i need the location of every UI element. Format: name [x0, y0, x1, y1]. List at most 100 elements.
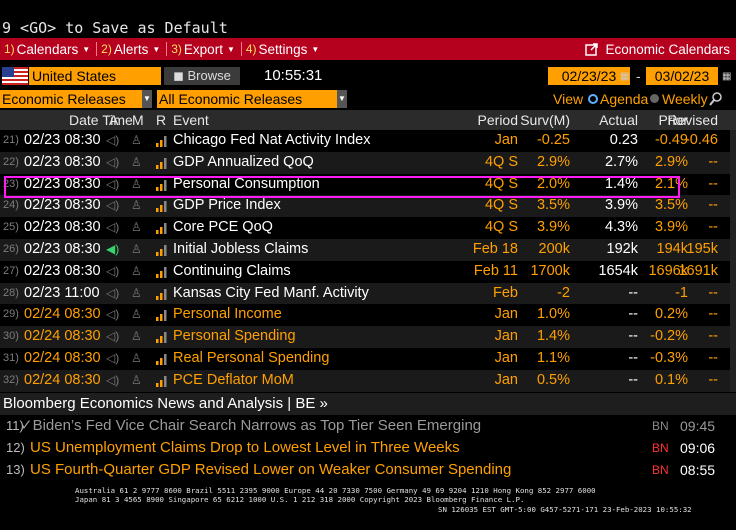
bell-icon[interactable]: ♙: [131, 241, 142, 256]
row-index: 29): [3, 308, 19, 321]
calendar-icon[interactable]: ▦: [722, 71, 732, 82]
country-field[interactable]: United States: [29, 67, 161, 85]
speaker-icon[interactable]: ◁): [106, 133, 120, 147]
bell-icon[interactable]: ♙: [131, 133, 142, 147]
agenda-radio[interactable]: [588, 94, 598, 104]
row-datetime: 02/23 08:30: [24, 197, 101, 214]
speaker-icon[interactable]: ◁): [106, 176, 120, 191]
col-r[interactable]: R: [156, 112, 167, 128]
speaker-on-icon[interactable]: ◀): [106, 241, 120, 256]
table-row[interactable]: 30) 02/24 08:30 ◁) ♙ Personal Spending Jan 1.4…: [0, 326, 736, 348]
start-date-field[interactable]: 02/23/23: [548, 67, 630, 85]
row-prior: 2.9%: [654, 153, 688, 170]
speaker-icon[interactable]: ◁): [106, 307, 120, 322]
table-row[interactable]: 31) 02/24 08:30 ◁) ♙ Real Personal Spending J…: [0, 348, 736, 370]
col-datetime[interactable]: Date Time: [69, 112, 133, 128]
col-m[interactable]: M: [132, 112, 144, 128]
news-title[interactable]: US Unemployment Claims Drop to Lowest Le…: [30, 439, 460, 456]
speaker-icon[interactable]: ◁): [106, 329, 120, 344]
row-index: 21): [3, 134, 19, 146]
row-surv: 200k: [538, 240, 570, 257]
economic-calendars-link[interactable]: Economic Calendars: [585, 42, 736, 57]
table-row[interactable]: 27) 02/23 08:30 ◁) ♙ Continuing Claims Feb 11…: [0, 261, 736, 283]
events-table: 21) 02/23 08:30 ◁) ♙ Chicago Fed Nat Activit…: [0, 130, 736, 392]
footer-session: SN 126035 EST GMT-5:00 G457-5271-171 23-…: [438, 505, 692, 514]
relevance-bars-icon: [156, 353, 167, 365]
bell-icon[interactable]: ♙: [131, 176, 142, 191]
row-datetime: 02/24 08:30: [24, 349, 101, 366]
command-line[interactable]: 9 <GO> to Save as Default: [2, 19, 228, 37]
table-header: Date Time A M R Event Period Surv(M) Act…: [0, 110, 736, 130]
us-flag-icon: [2, 67, 28, 85]
col-a[interactable]: A: [109, 112, 119, 128]
table-row[interactable]: 23) 02/23 08:30 ◁) ♙ Personal Consumption 4Q …: [0, 174, 736, 196]
row-datetime: 02/23 11:00: [24, 284, 100, 301]
speaker-icon[interactable]: ◁): [106, 285, 120, 300]
bell-icon[interactable]: ♙: [131, 307, 142, 322]
bell-icon[interactable]: ♙: [131, 198, 142, 213]
table-row[interactable]: 28) 02/23 11:00 ◁) ♙ Kansas City Fed Manf. A…: [0, 282, 736, 305]
col-actual[interactable]: Actual: [599, 112, 638, 128]
relevance-bars-icon: [156, 332, 167, 344]
col-period[interactable]: Period: [477, 112, 518, 128]
speaker-icon[interactable]: ◁): [106, 154, 120, 169]
speaker-icon[interactable]: ◁): [106, 372, 120, 387]
weekly-radio[interactable]: [650, 94, 659, 103]
col-surv[interactable]: Surv(M): [520, 112, 570, 128]
menu-bar: 1) Calendars ▼ 2) Alerts ▼ 3) Export ▼ 4) Setti…: [0, 38, 736, 60]
menu-settings[interactable]: 4) Settings ▼: [245, 41, 320, 57]
row-revised: 1691k: [678, 262, 718, 279]
row-revised: -0.46: [684, 132, 718, 148]
speaker-icon[interactable]: ◁): [106, 198, 120, 213]
table-row[interactable]: 24) 02/23 08:30 ◁) ♙ GDP Price Index 4Q S 3.5%…: [0, 195, 736, 218]
menu-calendars[interactable]: 1) Calendars ▼: [4, 41, 91, 57]
speaker-icon[interactable]: ◁): [106, 220, 120, 235]
row-actual: 192k: [606, 240, 638, 257]
news-item[interactable]: 13) US Fourth-Quarter GDP Revised Lower o…: [0, 459, 736, 481]
bell-icon[interactable]: ♙: [131, 220, 142, 235]
table-row[interactable]: 21) 02/23 08:30 ◁) ♙ Chicago Fed Nat Activit…: [0, 130, 736, 152]
speaker-icon[interactable]: ◁): [106, 263, 120, 278]
bell-icon[interactable]: ♙: [131, 350, 142, 365]
relevance-bars-icon: [156, 136, 167, 147]
speaker-icon[interactable]: ◁): [106, 350, 120, 365]
row-surv: 1.4%: [536, 328, 570, 345]
table-row[interactable]: 29) 02/24 08:30 ◁) ♙ Personal Income Jan 1.0% -…: [0, 304, 736, 326]
row-prior: -0.49: [654, 132, 688, 148]
row-event: Personal Spending: [173, 328, 296, 345]
news-title[interactable]: ✓Biden’s Fed Vice Chair Search Narrows a…: [20, 417, 482, 434]
col-revised[interactable]: Revised: [667, 112, 718, 128]
col-event[interactable]: Event: [173, 112, 209, 128]
news-item[interactable]: 12) US Unemployment Claims Drop to Lowest…: [0, 437, 736, 459]
news-item[interactable]: 11) ✓Biden’s Fed Vice Chair Search Narrow…: [0, 415, 736, 437]
bell-icon[interactable]: ♙: [131, 285, 142, 300]
news-title[interactable]: US Fourth-Quarter GDP Revised Lower on W…: [30, 461, 512, 478]
news-index: 12): [6, 440, 25, 455]
news-header[interactable]: Bloomberg Economics News and Analysis | …: [0, 393, 736, 415]
row-datetime: 02/23 08:30: [24, 240, 101, 257]
bell-icon[interactable]: ♙: [131, 154, 142, 169]
menu-alerts[interactable]: 2) Alerts ▼: [101, 41, 161, 57]
row-actual: --: [628, 306, 638, 323]
category-dropdown[interactable]: Economic Releases ▼: [0, 90, 152, 108]
calendar-icon[interactable]: ▦: [620, 71, 630, 82]
end-date-field[interactable]: 03/02/23: [646, 67, 718, 85]
bell-icon[interactable]: ♙: [131, 372, 142, 387]
browse-button[interactable]: ◼ Browse: [164, 67, 240, 85]
person-search-icon[interactable]: [708, 91, 724, 107]
row-revised: --: [708, 175, 718, 192]
col-prior[interactable]: Prior: [658, 112, 688, 128]
table-row[interactable]: 25) 02/23 08:30 ◁) ♙ Core PCE QoQ 4Q S 3.9% 4.3…: [0, 217, 736, 239]
bell-icon[interactable]: ♙: [131, 263, 142, 278]
bell-icon[interactable]: ♙: [131, 329, 142, 344]
agenda-label[interactable]: Agenda: [600, 91, 649, 107]
table-row[interactable]: 32) 02/24 08:30 ◁) ♙ PCE Deflator MoM Jan 0.5%…: [0, 369, 736, 392]
scrollbar[interactable]: [730, 130, 736, 392]
row-event: PCE Deflator MoM: [173, 371, 294, 388]
category-row: Economic Releases ▼ All Economic Releases…: [0, 88, 736, 110]
menu-export[interactable]: 3) Export ▼: [171, 41, 235, 57]
subcategory-dropdown[interactable]: All Economic Releases ▼: [157, 90, 347, 108]
table-row[interactable]: 22) 02/23 08:30 ◁) ♙ GDP Annualized QoQ 4Q S 2…: [0, 151, 736, 174]
weekly-label[interactable]: Weekly: [662, 91, 708, 107]
table-row[interactable]: 26) 02/23 08:30 ◀) ♙ Initial Jobless Claims F…: [0, 238, 736, 261]
